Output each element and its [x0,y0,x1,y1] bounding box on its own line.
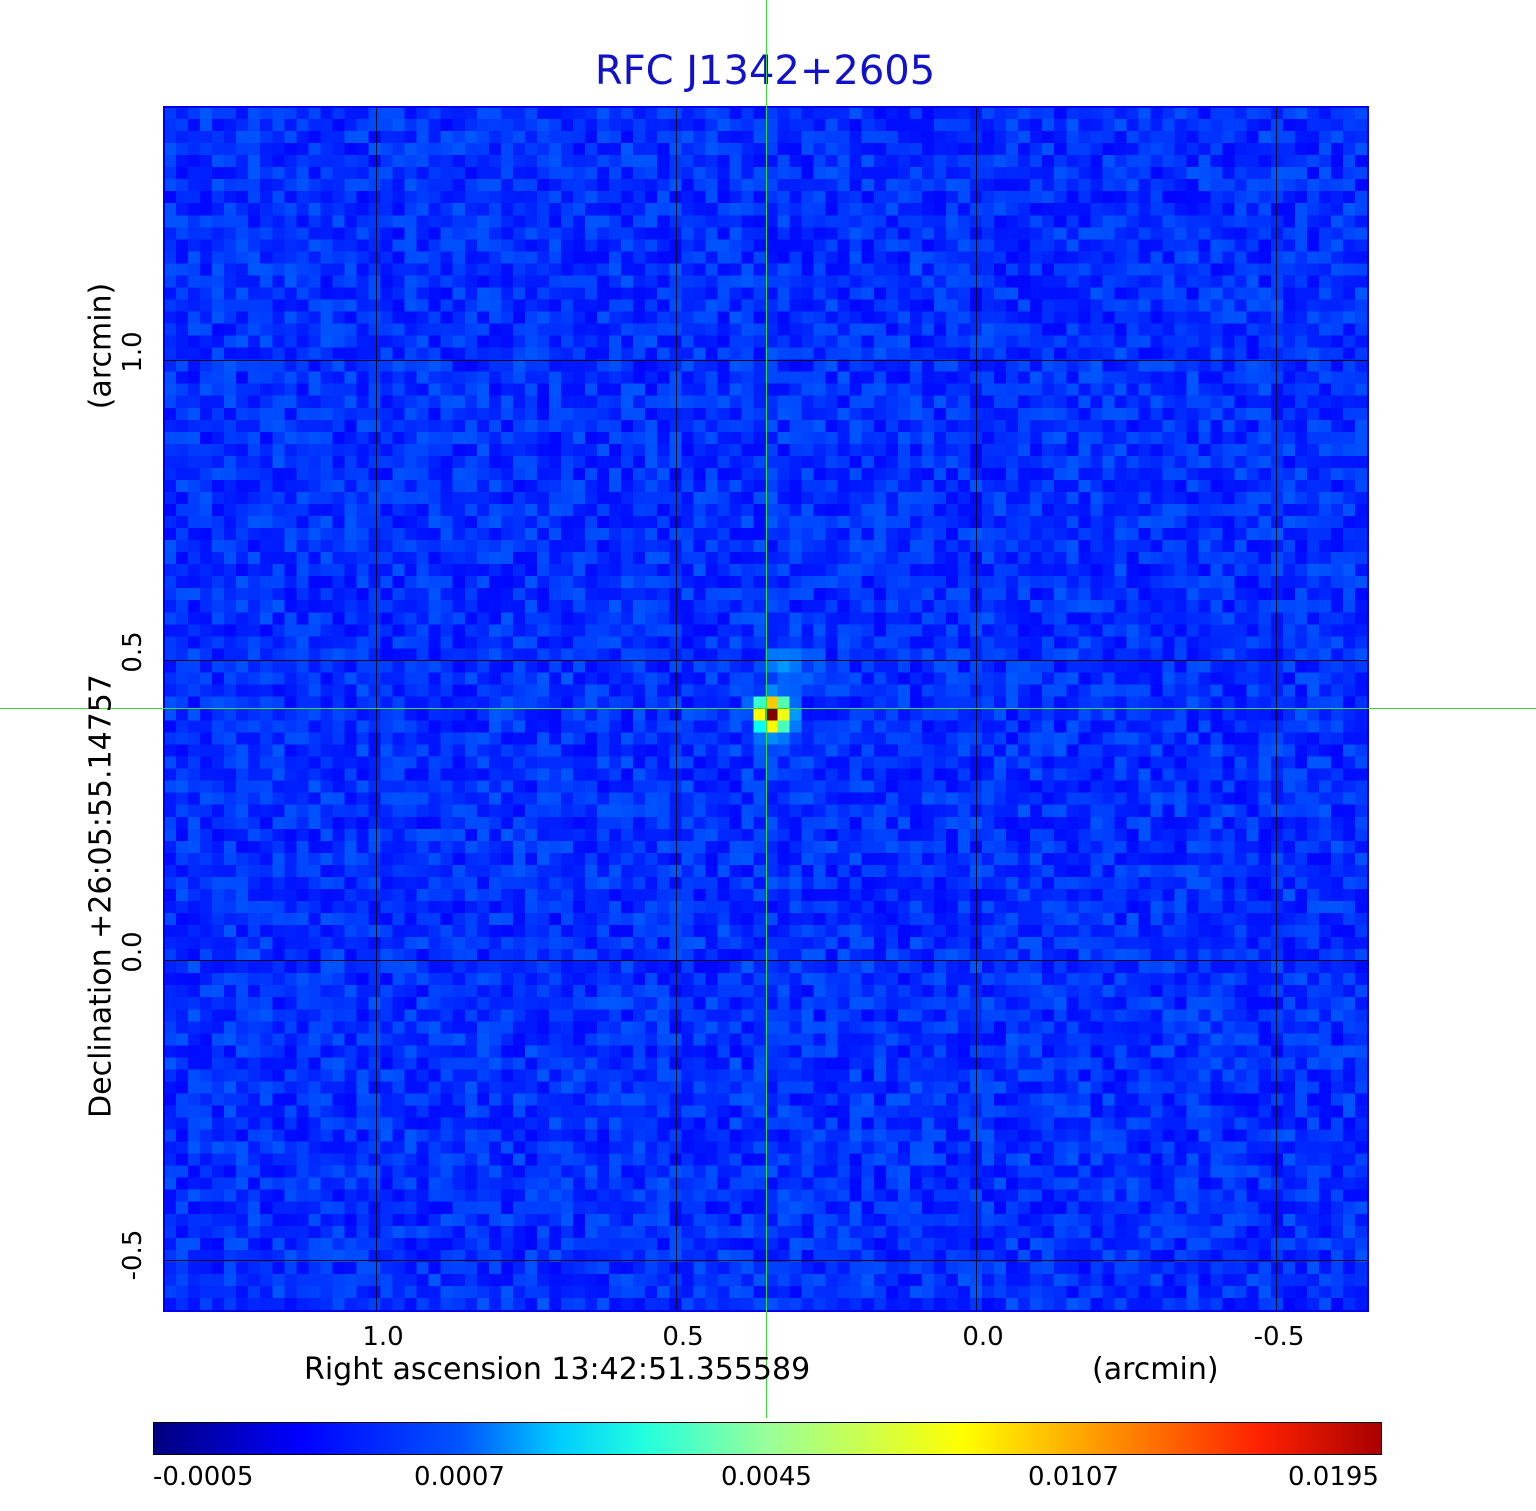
x-axis-unit: (arcmin) [1092,1352,1219,1387]
y-tick-label: 0.0 [118,931,148,973]
colorbar-tick-label: 0.0045 [721,1462,812,1492]
grid-line-dec-0.5 [164,660,1367,661]
grid-line-dec-1 [164,360,1367,361]
grid-line-dec-m0.5 [164,1260,1367,1261]
x-tick-label: 0.5 [662,1322,704,1352]
x-axis-label: Right ascension 13:42:51.355589 [304,1352,811,1387]
x-tick-label: 0.0 [962,1322,1004,1352]
image-title: RFC J1342+2605 [594,48,936,94]
y-tick-label: -0.5 [118,1229,148,1281]
y-axis-unit: (arcmin) [83,282,119,410]
crosshair-horizontal [0,708,1536,709]
grid-line-dec-0 [164,960,1367,961]
colorbar-tick-label: 0.0195 [1288,1462,1379,1492]
colorbar-tick-label: -0.0005 [153,1462,254,1492]
colorbar-tick-label: 0.0107 [1028,1462,1119,1492]
y-tick-label: 1.0 [118,331,148,373]
x-tick-label: 1.0 [362,1322,404,1352]
colorbar-tick-label: 0.0007 [414,1462,505,1492]
colorbar [153,1422,1382,1455]
y-tick-label: 0.5 [118,631,148,673]
x-tick-label: -0.5 [1253,1322,1305,1352]
y-axis-label: Declination +26:05:55.14757 [83,674,119,1118]
crosshair-vertical [766,0,767,1418]
